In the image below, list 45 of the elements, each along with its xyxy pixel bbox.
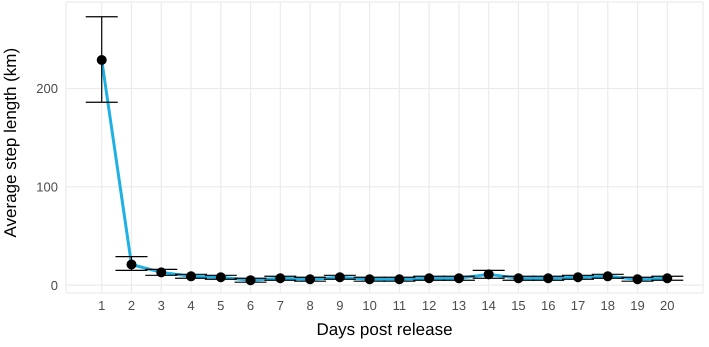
y-tick-label: 0	[50, 278, 58, 293]
point	[513, 273, 524, 284]
point	[334, 272, 345, 282]
point	[394, 274, 404, 284]
x-tick-label: 8	[306, 298, 314, 314]
point	[662, 273, 672, 284]
y-axis-title: Average step length (km)	[1, 48, 20, 238]
point	[305, 274, 316, 284]
x-axis-title: Days post release	[316, 320, 453, 339]
x-tick-label: 4	[187, 298, 195, 314]
x-tick-label: 10	[362, 298, 377, 314]
point	[632, 274, 643, 284]
x-tick-label: 5	[217, 298, 224, 314]
x-tick-label: 2	[128, 298, 136, 314]
x-tick-label: 13	[452, 298, 466, 314]
x-tick-label: 12	[422, 298, 436, 314]
point	[364, 274, 375, 284]
x-tick-label: 7	[276, 298, 284, 314]
point	[454, 273, 464, 284]
x-tick-label: 9	[336, 298, 344, 314]
x-tick-label: 14	[481, 298, 496, 314]
point	[424, 273, 434, 284]
x-tick-label: 6	[246, 298, 254, 314]
x-tick-label: 19	[630, 298, 645, 314]
point	[275, 273, 286, 284]
x-tick-label: 15	[511, 298, 526, 314]
x-tick-label: 11	[392, 298, 406, 314]
point	[246, 275, 256, 286]
x-tick-label: 20	[660, 298, 675, 314]
y-tick-label: 200	[36, 81, 58, 96]
y-tick-label: 100	[36, 179, 58, 194]
point	[484, 269, 494, 280]
point	[126, 259, 136, 270]
x-tick-label: 3	[158, 298, 165, 314]
x-tick-label: 17	[570, 298, 586, 314]
point	[156, 267, 166, 278]
point	[216, 272, 226, 282]
point	[186, 271, 196, 282]
x-tick-label: 18	[600, 298, 615, 314]
point	[543, 273, 554, 284]
point	[96, 55, 107, 66]
x-tick-label: 16	[540, 298, 556, 314]
point	[572, 272, 583, 282]
x-tick-label: 1	[98, 298, 106, 314]
point	[602, 271, 613, 282]
